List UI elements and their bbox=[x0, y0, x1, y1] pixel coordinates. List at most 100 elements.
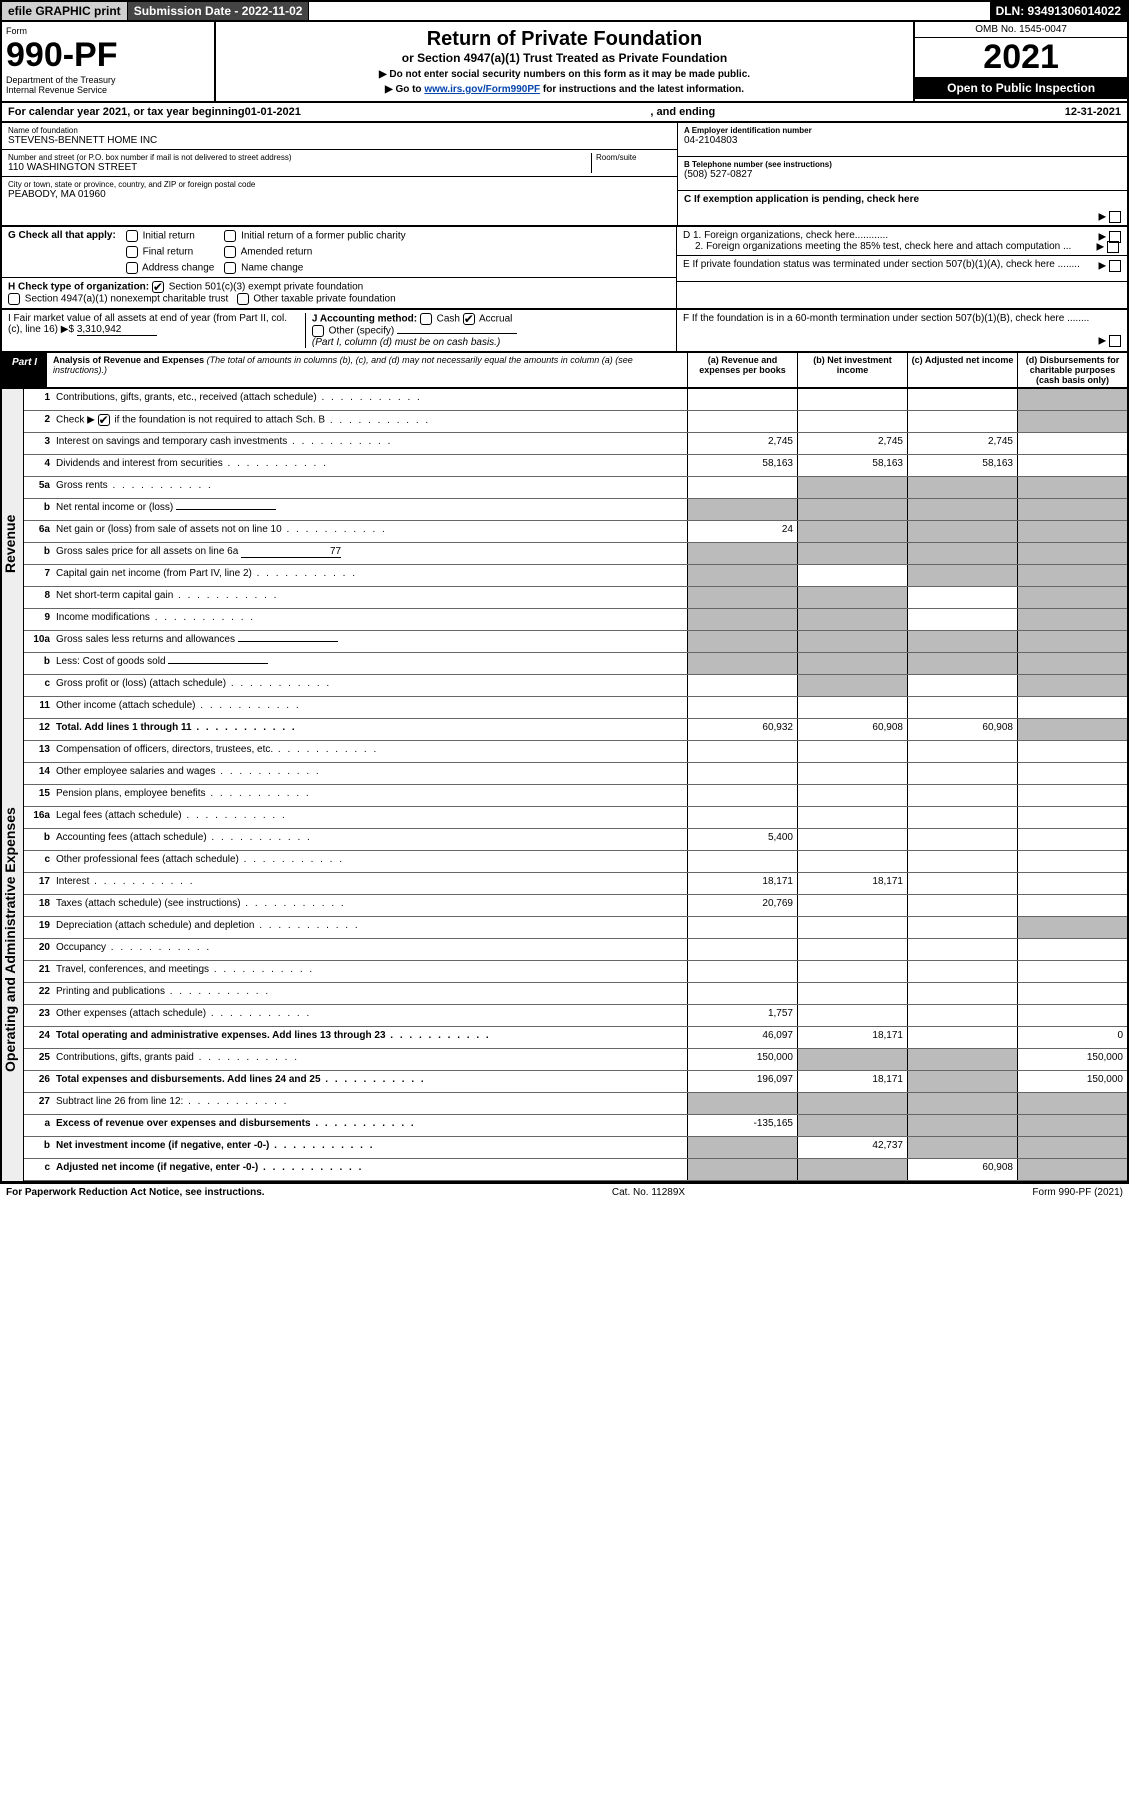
c-checkbox[interactable] bbox=[1109, 211, 1121, 223]
identity-block: Name of foundation STEVENS-BENNETT HOME … bbox=[0, 123, 1129, 227]
cell-a: 20,769 bbox=[687, 895, 797, 916]
cell-d bbox=[1017, 807, 1127, 828]
g-o2: Final return bbox=[143, 247, 194, 258]
j-accrual[interactable] bbox=[463, 313, 475, 325]
cell-c bbox=[907, 1093, 1017, 1114]
cell-b: 42,737 bbox=[797, 1137, 907, 1158]
cell-c bbox=[907, 499, 1017, 520]
cell-d bbox=[1017, 1093, 1127, 1114]
h-4947[interactable] bbox=[8, 293, 20, 305]
cell-b bbox=[797, 697, 907, 718]
g-amended[interactable] bbox=[224, 246, 236, 258]
row-num: 1 bbox=[24, 389, 52, 410]
g-initial-public[interactable] bbox=[224, 230, 236, 242]
check-section: G Check all that apply: Initial return F… bbox=[0, 227, 1129, 310]
row-r7: 7 Capital gain net income (from Part IV,… bbox=[24, 565, 1127, 587]
efile-label[interactable]: efile GRAPHIC print bbox=[2, 2, 128, 20]
dln: DLN: 93491306014022 bbox=[990, 2, 1127, 20]
cell-c bbox=[907, 829, 1017, 850]
cal-mid: , and ending bbox=[301, 106, 1065, 118]
form990pf-link[interactable]: www.irs.gov/Form990PF bbox=[424, 84, 540, 95]
g-address-change[interactable] bbox=[126, 262, 138, 274]
row-r15: 15 Pension plans, employee benefits bbox=[24, 785, 1127, 807]
cell-a bbox=[687, 411, 797, 432]
form-label: Form bbox=[6, 26, 210, 36]
open-public: Open to Public Inspection bbox=[915, 77, 1127, 99]
h-other-taxable[interactable] bbox=[237, 293, 249, 305]
cell-c bbox=[907, 763, 1017, 784]
row-num: 21 bbox=[24, 961, 52, 982]
row-desc: Excess of revenue over expenses and disb… bbox=[52, 1115, 687, 1136]
cell-c bbox=[907, 631, 1017, 652]
r2-checkbox[interactable] bbox=[98, 414, 110, 426]
d2-checkbox[interactable] bbox=[1107, 241, 1119, 253]
row-r2: 2 Check ▶ if the foundation is not requi… bbox=[24, 411, 1127, 433]
h-o3: Other taxable private foundation bbox=[253, 294, 395, 305]
cell-b bbox=[797, 631, 907, 652]
j-cash[interactable] bbox=[420, 313, 432, 325]
calendar-year-row: For calendar year 2021, or tax year begi… bbox=[0, 103, 1129, 123]
row-r27: 27 Subtract line 26 from line 12: bbox=[24, 1093, 1127, 1115]
i-value: 3,310,942 bbox=[77, 324, 157, 336]
row-desc: Gross sales price for all assets on line… bbox=[52, 543, 687, 564]
city-state-zip: PEABODY, MA 01960 bbox=[8, 189, 671, 200]
omb: OMB No. 1545-0047 bbox=[915, 22, 1127, 38]
cell-c bbox=[907, 1049, 1017, 1070]
row-r10b: b Less: Cost of goods sold bbox=[24, 653, 1127, 675]
topbar: efile GRAPHIC print Submission Date - 20… bbox=[0, 0, 1129, 22]
form-ref: Form 990-PF (2021) bbox=[1032, 1187, 1123, 1198]
j-note: (Part I, column (d) must be on cash basi… bbox=[312, 337, 500, 348]
f-checkbox[interactable] bbox=[1109, 335, 1121, 347]
cell-d bbox=[1017, 565, 1127, 586]
cell-d bbox=[1017, 983, 1127, 1004]
j-other[interactable] bbox=[312, 325, 324, 337]
city-label: City or town, state or province, country… bbox=[8, 180, 671, 189]
g-final-return[interactable] bbox=[126, 246, 138, 258]
row-r16a: 16a Legal fees (attach schedule) bbox=[24, 807, 1127, 829]
g-initial-return[interactable] bbox=[126, 230, 138, 242]
row-r20: 20 Occupancy bbox=[24, 939, 1127, 961]
row-desc: Income modifications bbox=[52, 609, 687, 630]
cell-b bbox=[797, 939, 907, 960]
ein-label: A Employer identification number bbox=[684, 126, 1121, 135]
row-num: 11 bbox=[24, 697, 52, 718]
row-r16c: c Other professional fees (attach schedu… bbox=[24, 851, 1127, 873]
row-r4: 4 Dividends and interest from securities… bbox=[24, 455, 1127, 477]
e-checkbox[interactable] bbox=[1109, 260, 1121, 272]
cell-a bbox=[687, 631, 797, 652]
cell-a bbox=[687, 961, 797, 982]
form-header: Form 990-PF Department of the Treasury I… bbox=[0, 22, 1129, 103]
row-num: 23 bbox=[24, 1005, 52, 1026]
phone-value: (508) 527-0827 bbox=[684, 169, 1121, 180]
row-desc: Interest on savings and temporary cash i… bbox=[52, 433, 687, 454]
row-num: 15 bbox=[24, 785, 52, 806]
row-desc: Gross profit or (loss) (attach schedule) bbox=[52, 675, 687, 696]
cell-c: 60,908 bbox=[907, 719, 1017, 740]
part1-label: Part I bbox=[2, 353, 47, 387]
cell-b bbox=[797, 983, 907, 1004]
cell-b bbox=[797, 609, 907, 630]
cell-c bbox=[907, 609, 1017, 630]
cell-c bbox=[907, 873, 1017, 894]
g-name-change[interactable] bbox=[224, 262, 236, 274]
h-501c3[interactable] bbox=[152, 281, 164, 293]
row-desc: Legal fees (attach schedule) bbox=[52, 807, 687, 828]
row-desc: Printing and publications bbox=[52, 983, 687, 1004]
row-desc: Other income (attach schedule) bbox=[52, 697, 687, 718]
row-num: 2 bbox=[24, 411, 52, 432]
cell-d bbox=[1017, 1137, 1127, 1158]
cell-d bbox=[1017, 521, 1127, 542]
row-num: 22 bbox=[24, 983, 52, 1004]
tax-year: 2021 bbox=[915, 38, 1127, 77]
cell-b bbox=[797, 895, 907, 916]
row-r17: 17 Interest 18,171 18,171 bbox=[24, 873, 1127, 895]
row-desc: Travel, conferences, and meetings bbox=[52, 961, 687, 982]
cell-c: 58,163 bbox=[907, 455, 1017, 476]
cell-c bbox=[907, 565, 1017, 586]
row-desc: Compensation of officers, directors, tru… bbox=[52, 741, 687, 762]
row-num: 19 bbox=[24, 917, 52, 938]
row-r10a: 10a Gross sales less returns and allowan… bbox=[24, 631, 1127, 653]
cell-d bbox=[1017, 411, 1127, 432]
row-num: 16a bbox=[24, 807, 52, 828]
cell-d bbox=[1017, 609, 1127, 630]
